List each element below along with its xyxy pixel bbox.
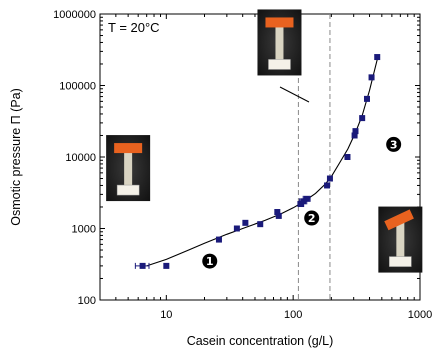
data-point bbox=[344, 154, 351, 160]
tube-body bbox=[275, 21, 284, 62]
data-point bbox=[374, 54, 381, 61]
data-point bbox=[352, 128, 359, 135]
data-point bbox=[303, 195, 310, 202]
data-point bbox=[368, 74, 375, 81]
tube-body bbox=[124, 147, 133, 188]
dilute-regime-photo bbox=[106, 135, 151, 202]
mid-regime-photo bbox=[257, 9, 302, 76]
y-tick-label: 1000 bbox=[72, 224, 96, 236]
sample-photos bbox=[106, 9, 423, 273]
tube-label bbox=[268, 59, 291, 70]
data-point bbox=[326, 175, 333, 182]
tube-cap bbox=[265, 17, 294, 28]
data-point bbox=[257, 221, 264, 228]
y-tick-label: 10000 bbox=[65, 152, 96, 164]
data-point bbox=[359, 115, 366, 122]
x-axis-title: Casein concentration (g/L) bbox=[187, 334, 334, 348]
regime-marker-2 bbox=[304, 210, 320, 226]
tube-label bbox=[116, 184, 140, 196]
y-tick-label: 100 bbox=[78, 295, 96, 307]
y-axis: 100 1000 10000 100000 1000000 bbox=[53, 9, 420, 307]
tube-label bbox=[389, 256, 412, 267]
y-axis-title: Osmotic pressure Π (Pa) bbox=[9, 88, 23, 226]
temperature-annotation: T = 20°C bbox=[108, 20, 160, 35]
data-point bbox=[274, 209, 281, 216]
data-point bbox=[363, 95, 370, 102]
data-point bbox=[351, 132, 358, 139]
regime-markers: 1 2 3 bbox=[202, 136, 402, 269]
tube-body bbox=[396, 218, 405, 259]
photo-pointer-line bbox=[279, 86, 310, 103]
y-tick-label: 1000000 bbox=[53, 9, 96, 21]
tube-cap bbox=[114, 143, 143, 154]
data-point bbox=[324, 182, 331, 189]
data-points bbox=[134, 54, 381, 269]
data-point bbox=[233, 225, 240, 232]
x-tick-label: 1000 bbox=[408, 309, 432, 321]
x-tick-label: 10 bbox=[160, 309, 172, 321]
data-point bbox=[163, 262, 170, 269]
regime-marker-1 bbox=[202, 253, 218, 269]
data-point bbox=[139, 262, 146, 269]
data-point bbox=[275, 212, 282, 219]
y-tick-label: 100000 bbox=[59, 81, 96, 93]
regime-number: 3 bbox=[390, 138, 398, 151]
tube-cap bbox=[384, 209, 414, 231]
data-point bbox=[242, 219, 249, 226]
x-tick-label: 100 bbox=[284, 309, 302, 321]
concentrated-regime-photo bbox=[378, 206, 423, 273]
regime-marker-3 bbox=[386, 136, 402, 152]
regime-number: 1 bbox=[206, 255, 214, 268]
regime-number: 2 bbox=[308, 212, 316, 225]
data-point bbox=[215, 236, 222, 243]
